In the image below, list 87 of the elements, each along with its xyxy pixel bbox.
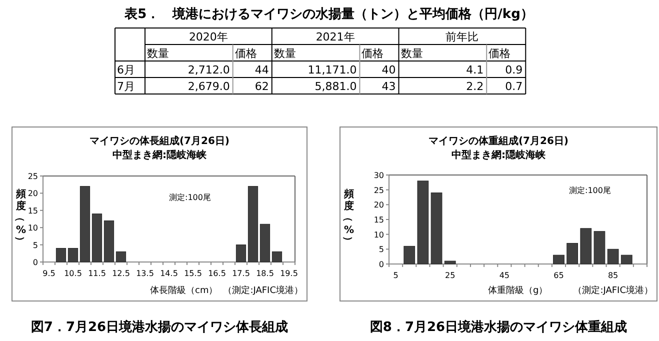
y-tick-label: 30 xyxy=(374,171,384,180)
x-tick-label: 12.5 xyxy=(112,269,130,278)
y-tick-label: 25 xyxy=(28,172,38,181)
chart-subtitle: 中型まき網:隠岐海峡 xyxy=(112,149,208,161)
y-tick-label: 10 xyxy=(28,224,38,233)
bar xyxy=(620,254,632,264)
y-tick-label: 15 xyxy=(374,216,384,224)
y-tick-label: 5 xyxy=(378,245,384,254)
category-label: 価格 xyxy=(234,47,257,60)
bar xyxy=(56,248,66,262)
bar xyxy=(580,228,592,264)
y-tick-label: 0 xyxy=(378,260,384,269)
x-tick-label: 18.5 xyxy=(256,269,274,278)
text: 43 xyxy=(382,80,396,93)
chart-subtitle: 中型まき網:隠岐海峡 xyxy=(452,149,546,161)
bar xyxy=(566,242,578,264)
category-label: 数量 xyxy=(274,47,296,60)
x-tick-label: 19.5 xyxy=(280,269,298,278)
x-axis-title: 体長階級（cm） xyxy=(150,285,218,296)
x-tick-label: 65 xyxy=(554,271,564,280)
bar xyxy=(80,186,90,262)
x-tick-label: 16.5 xyxy=(208,269,226,278)
category-label: 価格 xyxy=(488,47,511,60)
bar xyxy=(404,246,416,264)
text: 2,679.0 xyxy=(188,80,230,93)
text: 11,171.0 xyxy=(308,64,357,76)
caption: 図7．7月26日境港水揚のマイワシ体長組成 xyxy=(30,319,288,335)
text: 40 xyxy=(382,64,396,76)
category-label: 6月 xyxy=(117,64,135,76)
y-tick-label: 25 xyxy=(374,186,384,195)
x-tick-label: 85 xyxy=(608,271,618,280)
bar xyxy=(248,186,258,262)
y-tick-label: 20 xyxy=(374,200,384,210)
caption: 図8．7月26日境港水揚のマイワシ体重組成 xyxy=(370,319,628,335)
bar xyxy=(92,214,102,262)
text: 4.1 xyxy=(466,64,484,76)
text: 2,712.0 xyxy=(188,64,230,76)
text: 62 xyxy=(254,80,269,93)
category-label: 7月 xyxy=(117,80,135,93)
bar xyxy=(430,192,442,264)
bar xyxy=(236,244,246,262)
bar xyxy=(553,254,564,264)
bar xyxy=(116,251,126,262)
category-label: 価格 xyxy=(362,47,384,60)
bar xyxy=(607,248,619,264)
x-tick-label: 9.5 xyxy=(42,269,56,278)
bar xyxy=(260,224,270,262)
bar xyxy=(444,260,456,264)
text: 0.9 xyxy=(505,64,523,76)
y-tick-label: 15 xyxy=(28,206,38,216)
text: 2020年 xyxy=(188,30,228,44)
annotation: 測定:100尾 xyxy=(569,186,611,195)
chart-title: マイワシの体長組成(7月26日) xyxy=(89,135,230,147)
text: 前年比 xyxy=(446,30,479,44)
y-axis-title: 頻度（%） xyxy=(14,188,26,246)
y-tick-label: 20 xyxy=(28,189,38,198)
x-tick-label: 11.5 xyxy=(88,269,106,278)
text: 2.2 xyxy=(466,80,484,93)
bar xyxy=(417,180,429,264)
y-axis-title: 頻度（%） xyxy=(342,188,354,246)
x-axis-title: 体重階級（g） xyxy=(488,285,548,296)
bar xyxy=(104,220,114,262)
bar xyxy=(594,231,606,264)
text: 44 xyxy=(254,64,269,76)
text: 表5． 境港におけるマイワシの水揚量（トン）と平均価格（円/kg） xyxy=(124,6,534,22)
bar xyxy=(272,251,282,262)
x-tick-label: 17.5 xyxy=(232,269,250,278)
x-tick-label: 14.5 xyxy=(160,269,178,278)
category-label: 数量 xyxy=(400,47,423,60)
x-tick-label: 25 xyxy=(445,271,456,280)
bar xyxy=(68,248,78,262)
chart-title: マイワシの体重組成(7月26日) xyxy=(428,135,569,147)
y-tick-label: 5 xyxy=(32,240,38,250)
text: 5,881.0 xyxy=(314,80,357,93)
text: （測定:JAFIC境港） xyxy=(223,285,303,296)
x-tick-label: 45 xyxy=(499,271,510,280)
category-label: 数量 xyxy=(147,47,169,60)
y-tick-label: 10 xyxy=(374,230,384,240)
x-tick-label: 10.5 xyxy=(64,269,82,278)
x-tick-label: 5 xyxy=(393,271,398,280)
text: 0.7 xyxy=(505,80,523,93)
annotation: 測定:100尾 xyxy=(169,193,211,202)
text: （測定:JAFIC境港） xyxy=(573,285,653,296)
y-tick-label: 0 xyxy=(32,258,38,267)
x-tick-label: 15.5 xyxy=(184,269,202,278)
x-tick-label: 13.5 xyxy=(136,269,154,278)
text: 2021年 xyxy=(316,30,355,44)
